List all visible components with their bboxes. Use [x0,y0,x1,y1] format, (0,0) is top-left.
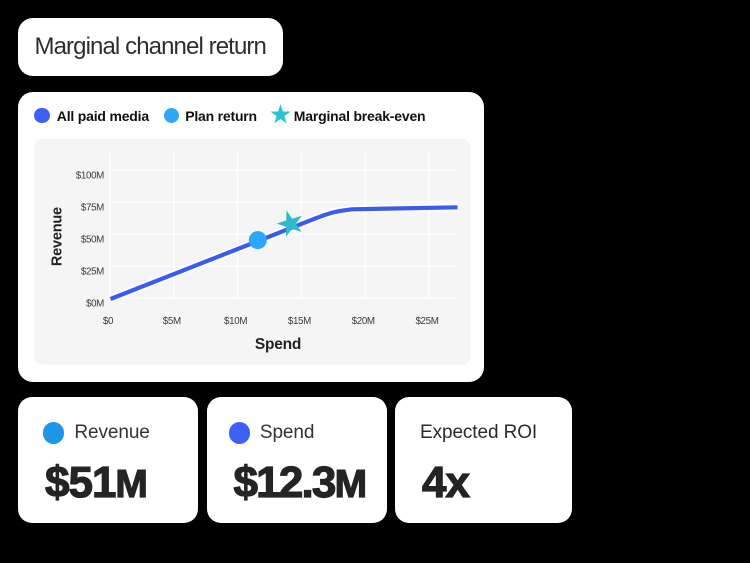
svg-text:$20M: $20M [352,316,375,327]
svg-text:$15M: $15M [288,316,311,327]
svg-text:$25M: $25M [81,267,104,278]
svg-text:$0: $0 [103,316,114,327]
svg-text:$10M: $10M [224,316,247,327]
svg-text:$0M: $0M [86,299,104,310]
svg-text:$75M: $75M [81,203,104,214]
svg-text:Revenue: Revenue [50,207,66,266]
svg-text:$5M: $5M [163,316,181,327]
svg-text:Spend: Spend [255,336,301,353]
svg-text:$50M: $50M [81,235,104,246]
svg-text:$25M: $25M [415,316,438,327]
svg-text:$100M: $100M [76,171,104,182]
